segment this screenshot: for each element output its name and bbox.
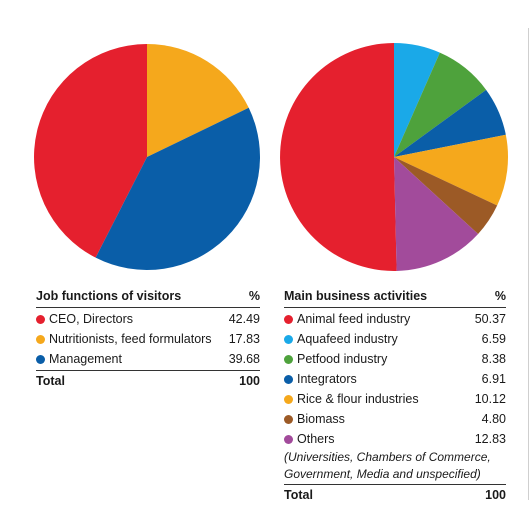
others-note: (Universities, Chambers of Commerce, Gov… — [284, 449, 506, 483]
pie-slice — [394, 52, 487, 157]
legend-row: Biomass 4.80 — [284, 409, 506, 429]
pie-slice — [394, 157, 498, 234]
legend-item: CEO, Directors — [36, 309, 133, 329]
legend-value: 42.49 — [228, 312, 260, 326]
legend-value: 6.91 — [481, 372, 506, 386]
legend-color-dot — [284, 314, 293, 324]
legend-item: Petfood industry — [284, 349, 387, 369]
legend-value: 50.37 — [474, 312, 506, 326]
legend-row: Others 12.83 — [284, 429, 506, 449]
pie-slice — [34, 44, 148, 258]
total-label: Total — [284, 488, 313, 502]
legend-color-dot — [36, 334, 45, 344]
legend-item: Aquafeed industry — [284, 329, 398, 349]
legend-color-dot — [284, 394, 293, 404]
legend-value: 4.80 — [481, 412, 506, 426]
percent-header: % — [248, 289, 260, 303]
legend-label: Management — [49, 352, 122, 366]
pie-chart-business-activities — [280, 43, 509, 271]
legend-item: Others — [284, 429, 335, 449]
legend-label: Aquafeed industry — [297, 332, 398, 346]
legend-color-dot — [36, 354, 45, 364]
legend-title: Main business activities — [284, 289, 428, 303]
pie-chart-job-functions — [34, 44, 261, 270]
legend-row: Management 39.68 — [36, 349, 260, 369]
total-value: 100 — [485, 488, 506, 502]
pie-slice — [394, 134, 509, 206]
total-row: Total 100 — [36, 370, 260, 391]
legend-row: Petfood industry 8.38 — [284, 349, 506, 369]
legend-value: 17.83 — [228, 332, 260, 346]
legend-row: Aquafeed industry 6.59 — [284, 329, 506, 349]
legend-row: Rice & flour industries 10.12 — [284, 389, 506, 409]
legend-label: Integrators — [297, 372, 357, 386]
legend-label: Others — [297, 432, 335, 446]
pie-slice — [394, 89, 506, 157]
note-line: (Universities, Chambers of Commerce, — [284, 450, 491, 464]
percent-header: % — [494, 289, 506, 303]
legend-color-dot — [284, 414, 293, 424]
legend-color-dot — [284, 374, 293, 384]
legend-color-dot — [36, 314, 45, 324]
legend-item: Nutritionists, feed formulators — [36, 329, 212, 349]
legend-row: Integrators 6.91 — [284, 369, 506, 389]
legend-label: CEO, Directors — [49, 312, 134, 326]
pie-slice — [394, 157, 479, 271]
legend-header: Job functions of visitors % — [36, 286, 260, 308]
legend-color-dot — [284, 434, 293, 444]
legend-value: 39.68 — [228, 352, 260, 366]
pie-slice — [280, 43, 397, 271]
legend-row: Animal feed industry 50.37 — [284, 309, 506, 329]
note-line: Government, Media and unspecified) — [284, 467, 481, 481]
divider-line — [528, 28, 529, 500]
legend-label: Petfood industry — [297, 352, 388, 366]
total-value: 100 — [239, 374, 260, 388]
legend-label: Biomass — [297, 412, 345, 426]
legend-label: Nutritionists, feed formulators — [49, 332, 212, 346]
legend-business-activities: Main business activities % Animal feed i… — [284, 286, 506, 505]
legend-value: 10.12 — [474, 392, 506, 406]
legend-row: Nutritionists, feed formulators 17.83 — [36, 329, 260, 349]
legend-color-dot — [284, 334, 293, 344]
legend-title: Job functions of visitors — [36, 289, 182, 303]
total-label: Total — [36, 374, 65, 388]
legend-job-functions: Job functions of visitors % CEO, Directo… — [36, 286, 260, 391]
legend-label: Animal feed industry — [297, 312, 411, 326]
legend-item: Rice & flour industries — [284, 389, 419, 409]
legend-item: Animal feed industry — [284, 309, 410, 329]
legend-color-dot — [284, 354, 293, 364]
legend-row: CEO, Directors 42.49 — [36, 309, 260, 329]
legend-value: 12.83 — [474, 432, 506, 446]
legend-header: Main business activities % — [284, 286, 506, 308]
pie-slice — [95, 107, 261, 270]
pie-slice — [147, 44, 249, 157]
legend-item: Integrators — [284, 369, 357, 389]
legend-label: Rice & flour industries — [297, 392, 419, 406]
legend-item: Biomass — [284, 409, 345, 429]
legend-value: 8.38 — [481, 352, 506, 366]
total-row: Total 100 — [284, 484, 506, 505]
legend-item: Management — [36, 349, 122, 369]
pie-slice — [394, 43, 440, 157]
legend-value: 6.59 — [481, 332, 506, 346]
